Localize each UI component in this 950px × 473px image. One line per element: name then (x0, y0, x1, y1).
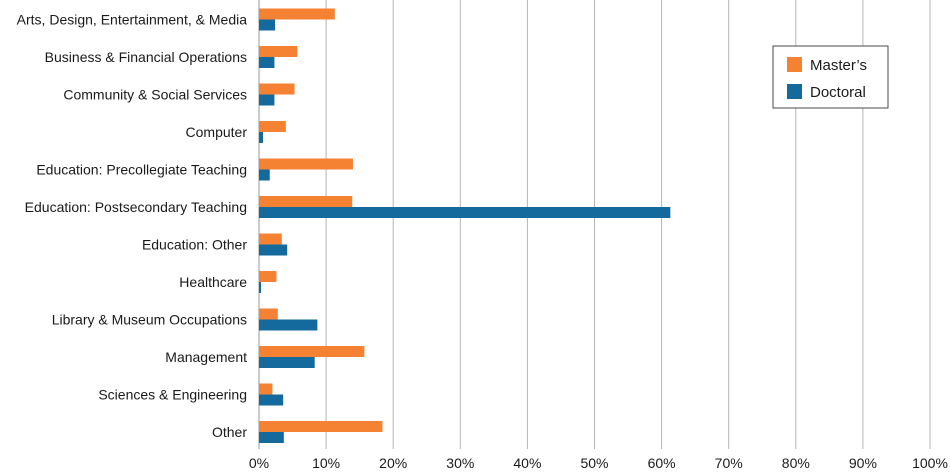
legend: Master’s Doctoral (772, 45, 889, 109)
x-tick-label: 90% (849, 455, 877, 471)
x-tick-label: 0% (249, 455, 269, 471)
category-label: Education: Precollegiate Teaching (36, 162, 247, 178)
bar-doctoral (259, 394, 284, 406)
category-label: Education: Postsecondary Teaching (25, 199, 247, 215)
category-label: Sciences & Engineering (98, 387, 247, 403)
bar-masters (259, 46, 298, 57)
legend-swatch-doctoral (787, 84, 802, 99)
category-label: Healthcare (179, 274, 247, 290)
x-tick-label: 20% (379, 455, 407, 471)
x-tick-label: 30% (446, 455, 474, 471)
bar-doctoral (259, 132, 264, 143)
category-label: Community & Social Services (63, 87, 247, 103)
category-labels: Arts, Design, Entertainment, & Media Busi… (17, 12, 248, 441)
bar-masters (259, 383, 273, 395)
bar-doctoral (259, 207, 671, 218)
bar-masters (259, 308, 278, 320)
legend-label-masters: Master’s (810, 57, 867, 74)
bar-doctoral (259, 169, 270, 181)
x-axis-tick-labels: 0% 10% 20% 30% 40% 50% 60% 70% 80% 90% 100% (249, 455, 948, 471)
category-label: Management (165, 349, 247, 365)
category-label: Other (212, 424, 247, 440)
x-tick-label: 100% (912, 455, 948, 471)
bar-masters (259, 158, 353, 170)
category-label: Education: Other (142, 237, 247, 253)
x-tick-label: 50% (580, 455, 608, 471)
bar-doctoral (259, 19, 276, 31)
bar-masters (259, 8, 335, 20)
bar-masters (259, 233, 282, 245)
category-label: Business & Financial Operations (45, 49, 247, 65)
bar-masters (259, 346, 365, 357)
x-tick-label: 40% (513, 455, 541, 471)
category-label: Arts, Design, Entertainment, & Media (17, 12, 248, 28)
bar-masters (259, 83, 295, 95)
legend-swatch-masters (787, 57, 802, 72)
legend-label-doctoral: Doctoral (810, 84, 866, 101)
bar-doctoral (259, 432, 284, 443)
x-tick-label: 10% (312, 455, 340, 471)
bar-doctoral (259, 357, 315, 368)
x-tick-label: 70% (715, 455, 743, 471)
category-label: Computer (186, 124, 248, 140)
bar-doctoral (259, 244, 288, 256)
bar-masters (259, 421, 383, 432)
category-label: Library & Museum Occupations (52, 312, 247, 328)
bar-doctoral (259, 319, 318, 331)
x-tick-label: 80% (782, 455, 810, 471)
bars (259, 8, 671, 443)
bar-masters (259, 196, 353, 207)
bar-doctoral (259, 57, 275, 68)
bar-doctoral (259, 94, 275, 106)
bar-masters (259, 271, 277, 282)
bar-masters (259, 121, 286, 132)
bar-doctoral (259, 282, 262, 293)
x-tick-label: 60% (648, 455, 676, 471)
gridlines (258, 0, 931, 449)
